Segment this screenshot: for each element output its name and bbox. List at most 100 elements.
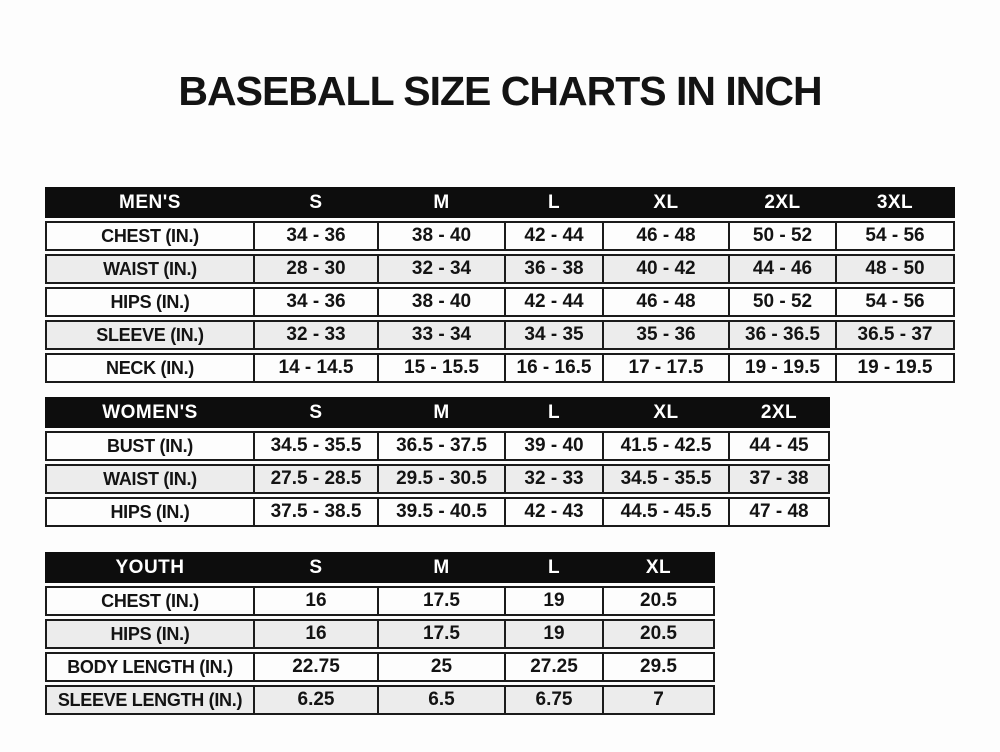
mens-size-table: MEN'S S M L XL 2XL 3XL CHEST (IN.) 34 - 36 38 - 4… — [45, 184, 955, 386]
size-value: 20.5 — [604, 586, 715, 616]
row-label: SLEEVE (IN.) — [45, 320, 255, 350]
table-row: WAIST (IN.) 28 - 30 32 - 34 36 - 38 40 - 42 4… — [45, 254, 955, 284]
row-label: WAIST (IN.) — [45, 254, 255, 284]
mens-header-s: S — [255, 187, 379, 218]
size-value: 46 - 48 — [604, 287, 730, 317]
size-value: 19 - 19.5 — [730, 353, 837, 383]
size-value: 34.5 - 35.5 — [255, 431, 379, 461]
row-label: BODY LENGTH (IN.) — [45, 652, 255, 682]
size-value: 19 — [506, 586, 604, 616]
size-value: 50 - 52 — [730, 221, 837, 251]
size-value: 50 - 52 — [730, 287, 837, 317]
size-value: 33 - 34 — [379, 320, 506, 350]
table-row: SLEEVE LENGTH (IN.) 6.25 6.5 6.75 7 — [45, 685, 715, 715]
size-value: 46 - 48 — [604, 221, 730, 251]
youth-header-m: M — [379, 552, 506, 583]
youth-size-table: YOUTH S M L XL CHEST (IN.) 16 17.5 19 20.5 HIPS (I… — [45, 549, 715, 718]
size-value: 16 — [255, 586, 379, 616]
size-value: 25 — [379, 652, 506, 682]
size-value: 54 - 56 — [837, 221, 955, 251]
youth-header-s: S — [255, 552, 379, 583]
mens-header-row: MEN'S S M L XL 2XL 3XL — [45, 187, 955, 218]
size-value: 27.5 - 28.5 — [255, 464, 379, 494]
size-value: 32 - 33 — [506, 464, 604, 494]
womens-header-label: WOMEN'S — [45, 397, 255, 428]
size-value: 15 - 15.5 — [379, 353, 506, 383]
size-value: 37.5 - 38.5 — [255, 497, 379, 527]
size-value: 17 - 17.5 — [604, 353, 730, 383]
table-row: HIPS (IN.) 37.5 - 38.5 39.5 - 40.5 42 - 43 4… — [45, 497, 830, 527]
size-value: 47 - 48 — [730, 497, 830, 527]
size-value: 6.75 — [506, 685, 604, 715]
table-row: WAIST (IN.) 27.5 - 28.5 29.5 - 30.5 32 - 33… — [45, 464, 830, 494]
size-value: 54 - 56 — [837, 287, 955, 317]
size-value: 7 — [604, 685, 715, 715]
size-value: 44.5 - 45.5 — [604, 497, 730, 527]
table-row: BUST (IN.) 34.5 - 35.5 36.5 - 37.5 39 - 40 4… — [45, 431, 830, 461]
womens-header-s: S — [255, 397, 379, 428]
size-value: 48 - 50 — [837, 254, 955, 284]
size-value: 36.5 - 37 — [837, 320, 955, 350]
womens-header-row: WOMEN'S S M L XL 2XL — [45, 397, 830, 428]
row-label: HIPS (IN.) — [45, 497, 255, 527]
size-value: 28 - 30 — [255, 254, 379, 284]
size-value: 27.25 — [506, 652, 604, 682]
size-value: 39 - 40 — [506, 431, 604, 461]
table-row: NECK (IN.) 14 - 14.5 15 - 15.5 16 - 16.5 17 … — [45, 353, 955, 383]
size-value: 17.5 — [379, 619, 506, 649]
youth-header-l: L — [506, 552, 604, 583]
size-value: 34 - 36 — [255, 221, 379, 251]
table-row: CHEST (IN.) 34 - 36 38 - 40 42 - 44 46 - 48 5… — [45, 221, 955, 251]
row-label: BUST (IN.) — [45, 431, 255, 461]
row-label: HIPS (IN.) — [45, 619, 255, 649]
size-value: 35 - 36 — [604, 320, 730, 350]
size-value: 19 - 19.5 — [837, 353, 955, 383]
womens-size-table: WOMEN'S S M L XL 2XL BUST (IN.) 34.5 - 35.5 36.5… — [45, 394, 830, 530]
row-label: WAIST (IN.) — [45, 464, 255, 494]
size-value: 39.5 - 40.5 — [379, 497, 506, 527]
size-value: 20.5 — [604, 619, 715, 649]
size-value: 32 - 34 — [379, 254, 506, 284]
womens-header-l: L — [506, 397, 604, 428]
mens-header-2xl: 2XL — [730, 187, 837, 218]
size-value: 36 - 36.5 — [730, 320, 837, 350]
size-value: 38 - 40 — [379, 287, 506, 317]
size-value: 42 - 44 — [506, 287, 604, 317]
size-value: 44 - 45 — [730, 431, 830, 461]
size-value: 40 - 42 — [604, 254, 730, 284]
womens-header-2xl: 2XL — [730, 397, 830, 428]
youth-header-xl: XL — [604, 552, 715, 583]
womens-header-xl: XL — [604, 397, 730, 428]
size-value: 16 - 16.5 — [506, 353, 604, 383]
row-label: CHEST (IN.) — [45, 221, 255, 251]
size-value: 22.75 — [255, 652, 379, 682]
size-value: 16 — [255, 619, 379, 649]
mens-header-m: M — [379, 187, 506, 218]
size-value: 34.5 - 35.5 — [604, 464, 730, 494]
size-value: 41.5 - 42.5 — [604, 431, 730, 461]
size-value: 42 - 44 — [506, 221, 604, 251]
table-row: HIPS (IN.) 16 17.5 19 20.5 — [45, 619, 715, 649]
mens-header-label: MEN'S — [45, 187, 255, 218]
row-label: CHEST (IN.) — [45, 586, 255, 616]
table-row: BODY LENGTH (IN.) 22.75 25 27.25 29.5 — [45, 652, 715, 682]
size-value: 17.5 — [379, 586, 506, 616]
size-value: 36.5 - 37.5 — [379, 431, 506, 461]
size-value: 6.25 — [255, 685, 379, 715]
table-row: SLEEVE (IN.) 32 - 33 33 - 34 34 - 35 35 - 36… — [45, 320, 955, 350]
mens-header-xl: XL — [604, 187, 730, 218]
size-value: 44 - 46 — [730, 254, 837, 284]
size-value: 29.5 — [604, 652, 715, 682]
size-value: 29.5 - 30.5 — [379, 464, 506, 494]
womens-header-m: M — [379, 397, 506, 428]
size-value: 14 - 14.5 — [255, 353, 379, 383]
size-value: 36 - 38 — [506, 254, 604, 284]
table-row: CHEST (IN.) 16 17.5 19 20.5 — [45, 586, 715, 616]
size-value: 42 - 43 — [506, 497, 604, 527]
mens-header-l: L — [506, 187, 604, 218]
size-value: 34 - 36 — [255, 287, 379, 317]
row-label: HIPS (IN.) — [45, 287, 255, 317]
youth-header-row: YOUTH S M L XL — [45, 552, 715, 583]
page-title: BASEBALL SIZE CHARTS IN INCH — [178, 68, 822, 114]
